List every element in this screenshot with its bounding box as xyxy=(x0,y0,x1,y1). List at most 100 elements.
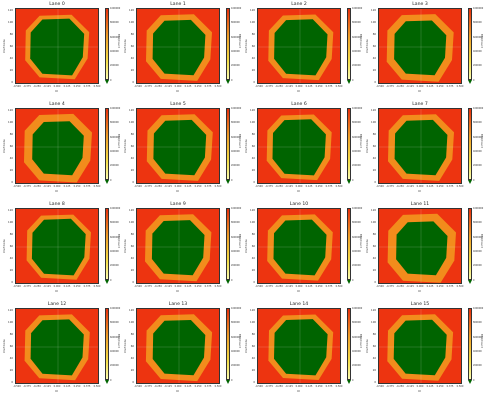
x-tick-label: -0.375 xyxy=(23,85,31,88)
y-tick-label: 0 xyxy=(11,380,13,384)
eye-plot xyxy=(257,308,341,384)
colorbar-tick-label: 200000 xyxy=(352,264,361,268)
y-tick-label: 100 xyxy=(250,320,255,324)
y-tick-label: 60 xyxy=(251,44,255,48)
y-tick-label: 0 xyxy=(11,180,13,184)
panel-title: Lane 3 xyxy=(412,2,428,7)
y-tick-label: 20 xyxy=(130,168,134,172)
colorbar-tick-label: 600000 xyxy=(352,335,361,339)
x-tick-label: -0.375 xyxy=(23,185,31,188)
colorbar-tick-label: 400000 xyxy=(352,350,361,353)
x-tick-label: -0.125 xyxy=(406,385,414,388)
x-tick-label: -0.250 xyxy=(396,285,404,288)
y-tick-label: 60 xyxy=(372,244,376,248)
x-axis-label: UI xyxy=(418,289,421,293)
x-axis-label: UI xyxy=(297,289,300,293)
x-tick-label: 0.250 xyxy=(315,385,323,388)
x-tick-label: -0.500 xyxy=(13,385,21,388)
y-tick-label: 120 xyxy=(371,108,376,112)
colorbar-tick-label: 400000 xyxy=(231,50,240,53)
y-tick-label: 120 xyxy=(8,108,13,112)
y-tick-label: 120 xyxy=(8,8,13,12)
colorbar-extend-marker xyxy=(347,180,351,184)
colorbar xyxy=(105,308,109,380)
eye-heatmap xyxy=(379,209,461,283)
y-tick-label: 60 xyxy=(9,44,13,48)
y-tick-label: 20 xyxy=(372,68,376,72)
eye-plot xyxy=(257,108,341,184)
y-tick-label: 120 xyxy=(8,308,13,312)
colorbar xyxy=(468,108,472,180)
x-tick-label: 0.250 xyxy=(436,285,444,288)
colorbar-tick-label: 200000 xyxy=(352,364,361,368)
panel-lane-11: Lane 11 120 100 80 60 40 20 0 -0.500 -0.375 -0.250… xyxy=(365,202,485,302)
x-tick-label: 0.500 xyxy=(456,285,464,288)
y-tick-label: 60 xyxy=(251,344,255,348)
y-tick-label: 40 xyxy=(130,256,134,260)
y-tick-label: 0 xyxy=(374,380,376,384)
x-tick-label: 0.500 xyxy=(214,285,222,288)
colorbar xyxy=(468,208,472,280)
colorbar xyxy=(226,8,230,80)
panel-title: Lane 7 xyxy=(412,102,428,107)
x-tick-label: -0.375 xyxy=(265,185,273,188)
x-tick-label: 0.125 xyxy=(184,385,192,388)
x-tick-label: -0.125 xyxy=(285,185,293,188)
y-tick-label: 20 xyxy=(372,168,376,172)
y-tick-label: 40 xyxy=(251,256,255,260)
eye-open-region xyxy=(30,319,84,376)
x-tick-label: -0.125 xyxy=(164,85,172,88)
colorbar-tick-label: 600000 xyxy=(231,35,240,39)
colorbar-label: BER/Count xyxy=(117,334,120,348)
colorbar-tick-label: 1000000 xyxy=(473,106,484,110)
eye-heatmap xyxy=(379,109,461,183)
eye-open-region xyxy=(32,121,84,176)
y-tick-label: 120 xyxy=(129,208,134,212)
x-tick-label: 0.500 xyxy=(335,85,343,88)
colorbar xyxy=(226,108,230,180)
y-tick-label: 100 xyxy=(250,20,255,24)
eye-open-region xyxy=(394,20,447,76)
panel-lane-8: Lane 8 120 100 80 60 40 20 0 -0.500 -0.375 -0.250-… xyxy=(2,202,123,302)
x-tick-label: -0.125 xyxy=(164,385,172,388)
colorbar-extend-marker xyxy=(468,80,472,84)
colorbar xyxy=(468,308,472,380)
y-tick-label: 120 xyxy=(129,108,134,112)
colorbar-tick-label: 600000 xyxy=(110,35,119,39)
y-axis-label: Vref Code xyxy=(244,39,248,53)
colorbar-tick-label: 1000000 xyxy=(110,206,121,210)
colorbar-tick-label: 800000 xyxy=(110,21,119,25)
colorbar-tick-label: 600000 xyxy=(473,335,482,339)
x-tick-label: -0.125 xyxy=(406,85,414,88)
y-tick-label: 80 xyxy=(251,32,255,36)
colorbar-tick-label: 0 xyxy=(473,78,475,82)
colorbar xyxy=(226,208,230,280)
colorbar-tick-label: 400000 xyxy=(110,350,119,353)
y-tick-label: 100 xyxy=(8,20,13,24)
x-tick-label: -0.500 xyxy=(255,85,263,88)
x-tick-label: 0.250 xyxy=(73,185,81,188)
x-tick-label: 0.375 xyxy=(204,285,212,288)
x-tick-label: 0.125 xyxy=(63,185,71,188)
x-tick-label: 0.000 xyxy=(174,185,182,188)
panel-title: Lane 1 xyxy=(170,2,186,7)
panel-lane-6: Lane 6 120 100 80 60 40 20 0 -0.500 -0.375 -0.250-… xyxy=(244,102,365,202)
x-tick-label: 0.000 xyxy=(416,85,424,88)
y-tick-label: 20 xyxy=(251,368,255,372)
colorbar-extend-marker xyxy=(347,280,351,284)
panel-lane-10: Lane 10 120 100 80 60 40 20 0 -0.500 -0.375 -0.250… xyxy=(244,202,365,302)
x-tick-label: 0.250 xyxy=(194,185,202,188)
colorbar-tick-label: 1000000 xyxy=(473,6,484,10)
colorbar-label: BER/Count xyxy=(480,334,483,348)
colorbar-tick-label: 0 xyxy=(352,278,354,282)
y-tick-label: 20 xyxy=(130,68,134,72)
y-axis-label: Vref Code xyxy=(244,139,248,153)
x-tick-label: -0.500 xyxy=(376,185,384,188)
x-tick-label: -0.250 xyxy=(396,85,404,88)
x-tick-label: 0.375 xyxy=(204,185,212,188)
x-axis-label: UI xyxy=(55,289,58,293)
y-axis-label: Vref Code xyxy=(244,339,248,353)
x-tick-label: 0.500 xyxy=(93,185,101,188)
eye-open-region xyxy=(396,221,448,276)
y-tick-label: 80 xyxy=(130,32,134,36)
